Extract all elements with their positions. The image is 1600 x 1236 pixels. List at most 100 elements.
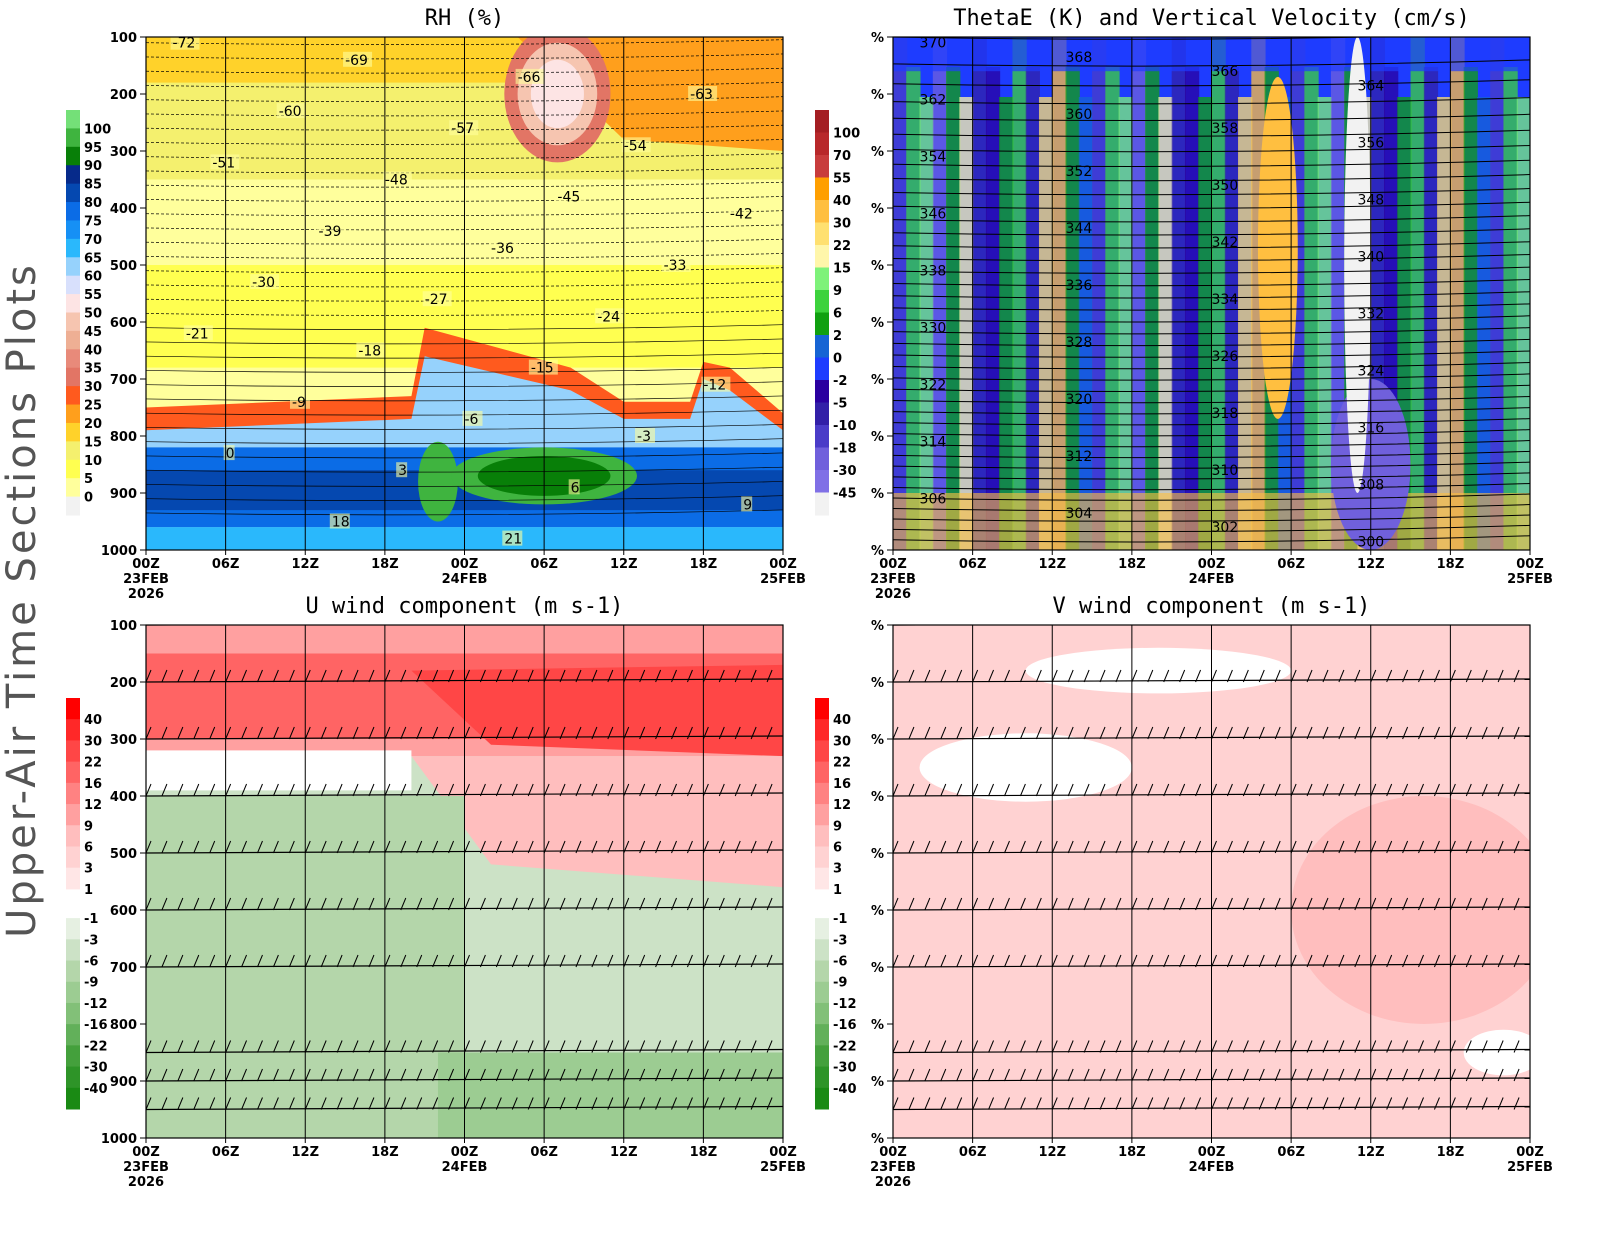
wind-barb [1051,783,1058,797]
contour-label: 18 [332,515,350,531]
wind-barb [686,726,693,740]
contour-label-bg [502,530,523,546]
colorbar-label: 0 [833,352,842,367]
wind-barb [1338,840,1345,854]
x-tick-label: 18Z [690,557,718,572]
wind-barb [146,726,152,740]
wind-barb [241,1068,248,1082]
wind-barb [686,783,693,797]
wind-barb [272,669,279,683]
colorbar-swatch [815,447,829,471]
colorbar-swatch [66,478,80,498]
wind-barb [432,840,439,854]
wind-barb [1179,726,1186,740]
wind-barb [940,669,947,683]
wind-barb [161,726,168,740]
y-tick-label: % [871,145,884,160]
y-tick-label: % [871,316,884,331]
contour-fill [1012,37,1027,550]
colorbar-swatch [66,804,80,826]
wind-barb [1004,1097,1010,1110]
wind-barb [479,726,486,740]
x-tick-label: 00Z [1516,557,1544,572]
colorbar-swatch [66,1002,80,1025]
wind-barb [352,783,359,797]
wind-barb [1131,840,1138,854]
colorbar-label: 70 [833,149,851,164]
wind-barb [655,783,662,797]
wind-barb [956,726,963,740]
y-tick-label: % [871,88,884,103]
wind-barb [543,1068,550,1082]
wind-barb [988,1068,995,1082]
wind-barb [288,669,295,683]
wind-barb [288,897,295,911]
wind-barb [766,1097,773,1110]
wind-barb [1195,1040,1202,1053]
wind-barb [1386,625,1388,626]
wind-barb [639,1097,646,1110]
wind-barb [559,1068,566,1082]
wind-barb [924,625,926,626]
chart-title: V wind component (m s-1) [1053,594,1371,619]
wind-barb [336,1068,343,1082]
wind-barb [1211,1097,1217,1110]
contour-line [146,281,783,288]
wind-barb [209,625,211,626]
colorbar-label: -6 [833,955,847,970]
wind-barb [1226,1068,1233,1082]
wind-barb [972,669,979,683]
wind-barb [336,783,343,797]
wind-barb [575,783,582,797]
wind-barb [543,897,550,911]
x-date-label: 24FEB [442,572,488,587]
colorbar-swatch [66,1087,80,1110]
wind-barb [479,669,486,683]
wind-barb [1465,783,1472,797]
wind-barb [1481,669,1488,683]
wind-barb [1099,726,1106,740]
x-tick-label: 18Z [1437,557,1465,572]
colorbar-swatch [66,386,80,406]
wind-barb [702,897,709,911]
wind-barb [639,669,646,683]
wind-barb [1434,625,1435,626]
y-tick-label: 100 [110,619,137,634]
y-tick-label: % [871,961,884,976]
colorbar-swatch [815,761,829,784]
wind-barb [1179,669,1186,683]
x-year-label: 2026 [128,587,164,602]
wind-barb [575,1097,582,1110]
contour-fill [1065,67,1080,550]
wind-barb [1035,1040,1042,1053]
wind-barb [177,783,184,797]
wind-barb [1099,840,1106,854]
wind-barb [1147,897,1154,911]
colorbar-label: 25 [84,399,102,414]
colorbar-label: 1 [833,883,842,898]
wind-barb [1211,669,1217,683]
wind-barb [924,1040,931,1053]
colorbar: 1009590858075706560555045403530252015105… [66,110,111,516]
wind-barb [1019,1040,1026,1053]
wind-barb [940,897,947,911]
wind-barb [464,1040,470,1053]
wind-barb [1290,783,1297,797]
wind-barb [575,897,582,911]
colorbar-swatch [66,1045,80,1068]
wind-barb [956,625,958,626]
wind-barb [1035,1097,1042,1110]
wind-barb [893,954,899,968]
x-tick-label: 12Z [1357,557,1385,572]
contour-line [146,53,783,60]
colorbar-label: -12 [833,997,857,1012]
colorbar-label: -30 [84,1061,108,1076]
colorbar-label: 10 [84,454,102,469]
wind-barb [1115,1068,1122,1082]
colorbar-label: 100 [84,122,111,137]
y-tick-label: % [871,373,884,388]
wind-barb [988,783,995,797]
wind-barb [161,669,168,683]
wind-barb [1466,625,1467,626]
